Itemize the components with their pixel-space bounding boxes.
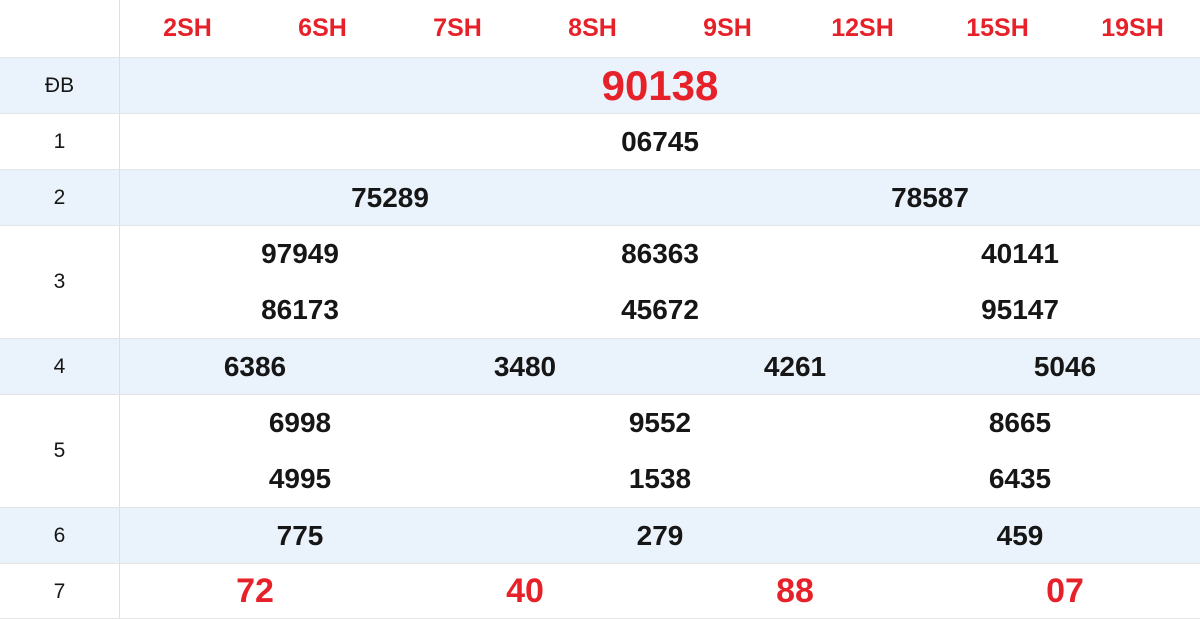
prize-value: 78587 <box>891 181 969 213</box>
prize-row-5: 5 6998 9552 8665 4995 1538 6435 <box>0 394 1200 507</box>
prize-value-special: 90138 <box>601 61 719 109</box>
prize-value: 6435 <box>988 463 1052 494</box>
prize-line: 4995 1538 6435 <box>120 451 1200 507</box>
prize-value: 5046 <box>1033 350 1097 382</box>
prize-value: 97949 <box>261 238 339 269</box>
prize-values-3: 97949 86363 40141 86173 45672 95147 <box>120 226 1200 338</box>
column-header-15sh[interactable]: 15SH <box>966 14 1029 42</box>
prize-row-3: 3 97949 86363 40141 86173 45672 95147 <box>0 225 1200 338</box>
prize-value: 75289 <box>351 181 429 213</box>
prize-value: 3480 <box>493 350 557 382</box>
prize-row-4: 4 6386 3480 4261 5046 <box>0 338 1200 394</box>
prize-row-7: 7 72 40 88 07 <box>0 563 1200 618</box>
header-corner-cell <box>0 0 120 57</box>
prize-value: 4995 <box>268 463 332 494</box>
prize-value: 279 <box>636 519 684 551</box>
prize-label-2: 2 <box>0 170 120 225</box>
prize-values-5: 6998 9552 8665 4995 1538 6435 <box>120 395 1200 507</box>
column-header-12sh[interactable]: 12SH <box>831 14 894 42</box>
prize-values-db: 90138 <box>120 58 1200 113</box>
prize-label-db: ĐB <box>0 58 120 113</box>
prize-value: 86363 <box>621 238 699 269</box>
prize-line: 97949 86363 40141 <box>120 226 1200 282</box>
prize-row-2: 2 75289 78587 <box>0 169 1200 225</box>
prize-label-4: 4 <box>0 339 120 394</box>
prize-value: 1538 <box>628 463 692 494</box>
prize-value: 07 <box>1046 572 1084 610</box>
prize-values-7: 72 40 88 07 <box>120 564 1200 618</box>
prize-value: 40 <box>506 572 544 610</box>
prize-line: 6998 9552 8665 <box>120 395 1200 451</box>
prize-value: 95147 <box>981 294 1059 325</box>
prize-value: 459 <box>996 519 1044 551</box>
prize-value: 72 <box>236 572 274 610</box>
prize-values-6: 775 279 459 <box>120 508 1200 563</box>
prize-row-1: 1 06745 <box>0 113 1200 169</box>
column-header-2sh[interactable]: 2SH <box>163 14 212 42</box>
prize-row-6: 6 775 279 459 <box>0 507 1200 563</box>
prize-value: 88 <box>776 572 814 610</box>
column-header-7sh[interactable]: 7SH <box>433 14 482 42</box>
header-row: 2SH 6SH 7SH 8SH 9SH 12SH 15SH 19SH <box>0 0 1200 57</box>
prize-value: 9552 <box>628 407 692 438</box>
prize-label-6: 6 <box>0 508 120 563</box>
prize-value: 6998 <box>268 407 332 438</box>
prize-value: 775 <box>276 519 324 551</box>
prize-label-1: 1 <box>0 114 120 169</box>
prize-value: 06745 <box>621 125 699 157</box>
prize-values-1: 06745 <box>120 114 1200 169</box>
prize-line: 86173 45672 95147 <box>120 282 1200 338</box>
prize-value: 4261 <box>763 350 827 382</box>
prize-label-5: 5 <box>0 395 120 507</box>
prize-row-db: ĐB 90138 <box>0 57 1200 113</box>
prize-label-7: 7 <box>0 564 120 618</box>
prize-value: 6386 <box>223 350 287 382</box>
prize-values-4: 6386 3480 4261 5046 <box>120 339 1200 394</box>
prize-value: 8665 <box>988 407 1052 438</box>
column-header-8sh[interactable]: 8SH <box>568 14 617 42</box>
column-header-9sh[interactable]: 9SH <box>703 14 752 42</box>
prize-label-3: 3 <box>0 226 120 338</box>
column-header-19sh[interactable]: 19SH <box>1101 14 1164 42</box>
prize-values-2: 75289 78587 <box>120 170 1200 225</box>
column-header-6sh[interactable]: 6SH <box>298 14 347 42</box>
prize-value: 45672 <box>621 294 699 325</box>
prize-value: 40141 <box>981 238 1059 269</box>
header-columns: 2SH 6SH 7SH 8SH 9SH 12SH 15SH 19SH <box>120 0 1200 57</box>
prize-value: 86173 <box>261 294 339 325</box>
